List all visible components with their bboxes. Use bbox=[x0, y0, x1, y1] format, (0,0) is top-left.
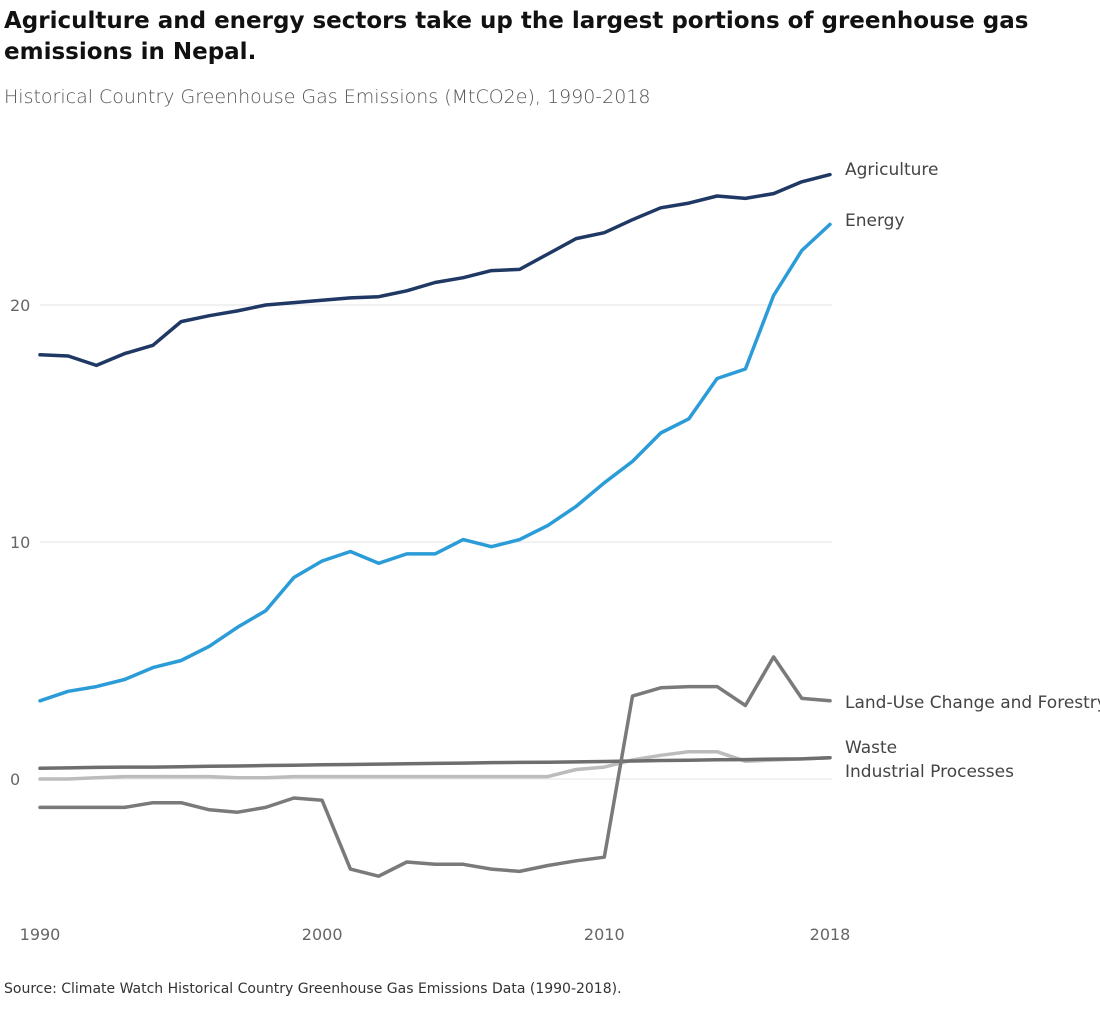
industrial-processes-label: Industrial Processes bbox=[845, 762, 1014, 782]
chart-title: Agriculture and energy sectors take up t… bbox=[4, 8, 1029, 65]
series-labels: Agriculture Energy Land-Use Change and For… bbox=[845, 160, 1100, 782]
gridlines bbox=[40, 304, 832, 780]
x-axis-ticks: 1990 2000 2010 2018 bbox=[20, 925, 851, 944]
y-tick-label: 20 bbox=[10, 296, 30, 315]
agriculture-line bbox=[38, 172, 832, 368]
waste-line bbox=[38, 755, 832, 771]
series-lines bbox=[38, 172, 832, 878]
energy-line bbox=[38, 222, 832, 703]
waste-label: Waste bbox=[845, 738, 897, 758]
x-tick-label: 1990 bbox=[20, 925, 61, 944]
energy-label: Energy bbox=[845, 211, 905, 231]
agriculture-label: Agriculture bbox=[845, 160, 939, 180]
land-use-change-and-forestry-line bbox=[38, 655, 832, 878]
chart-subtitle: Historical Country Greenhouse Gas Emissi… bbox=[4, 86, 651, 108]
x-tick-label: 2010 bbox=[584, 925, 625, 944]
x-tick-label: 2018 bbox=[810, 925, 851, 944]
industrial-processes-line bbox=[38, 749, 832, 781]
y-tick-label: 10 bbox=[10, 533, 30, 552]
y-axis-ticks: 0 10 20 bbox=[10, 296, 30, 789]
x-tick-label: 2000 bbox=[302, 925, 343, 944]
y-tick-label: 0 bbox=[10, 770, 20, 789]
land-use-change-and-forestry-label: Land-Use Change and Forestry bbox=[845, 693, 1100, 713]
source-note: Source: Climate Watch Historical Country… bbox=[4, 981, 622, 997]
